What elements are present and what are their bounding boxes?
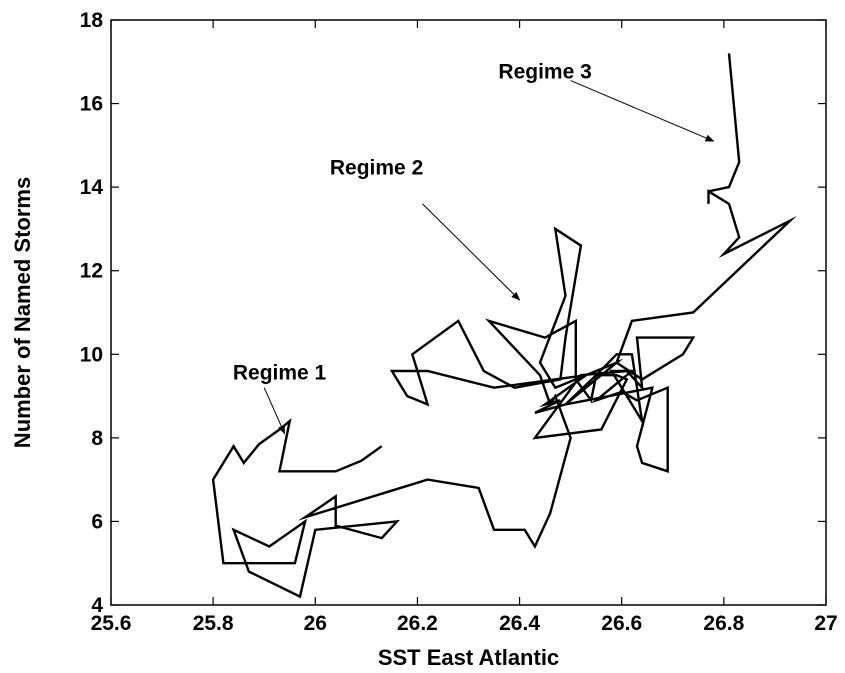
x-tick-label: 26.2 [397, 612, 438, 635]
ticks-layer: 25.6 25.8 26 26.2 26.4 26.6 26.8 27 4 6 8 10 12 14 16 1… [80, 9, 838, 635]
plot-area-frame [110, 19, 827, 606]
x-tick-label: 25.6 [91, 612, 132, 635]
x-axis-label: SST East Atlantic [378, 645, 559, 670]
y-tick-label: 16 [80, 93, 103, 116]
annotation-label: Regime 2 [330, 157, 423, 180]
x-tick-label: 26 [304, 612, 327, 635]
x-tick-label: 27 [814, 612, 837, 635]
y-tick-label: 14 [80, 176, 104, 199]
annotation-label: Regime 1 [233, 361, 327, 384]
annotation-layer: Regime 1 Regime 2 Regime 3 [233, 61, 715, 435]
plot-data-layer [211, 53, 797, 599]
annotation-arrow [422, 203, 521, 301]
series-line [211, 53, 797, 599]
y-tick-label: 8 [91, 427, 103, 450]
annotation-arrow [570, 80, 715, 142]
y-tick-label: 4 [91, 594, 103, 617]
x-tick-label: 26.8 [703, 612, 744, 635]
x-tick-label: 26.4 [499, 612, 540, 635]
y-axis-label: Number of Named Storms [10, 177, 35, 448]
y-tick-label: 12 [80, 260, 103, 283]
annotation-label: Regime 3 [498, 61, 591, 84]
x-tick-label: 26.6 [601, 612, 642, 635]
annotation-arrow [263, 387, 286, 435]
y-tick-label: 10 [80, 343, 103, 366]
y-tick-label: 6 [91, 510, 103, 533]
x-tick-label: 25.8 [193, 612, 234, 635]
y-tick-label: 18 [80, 9, 104, 32]
